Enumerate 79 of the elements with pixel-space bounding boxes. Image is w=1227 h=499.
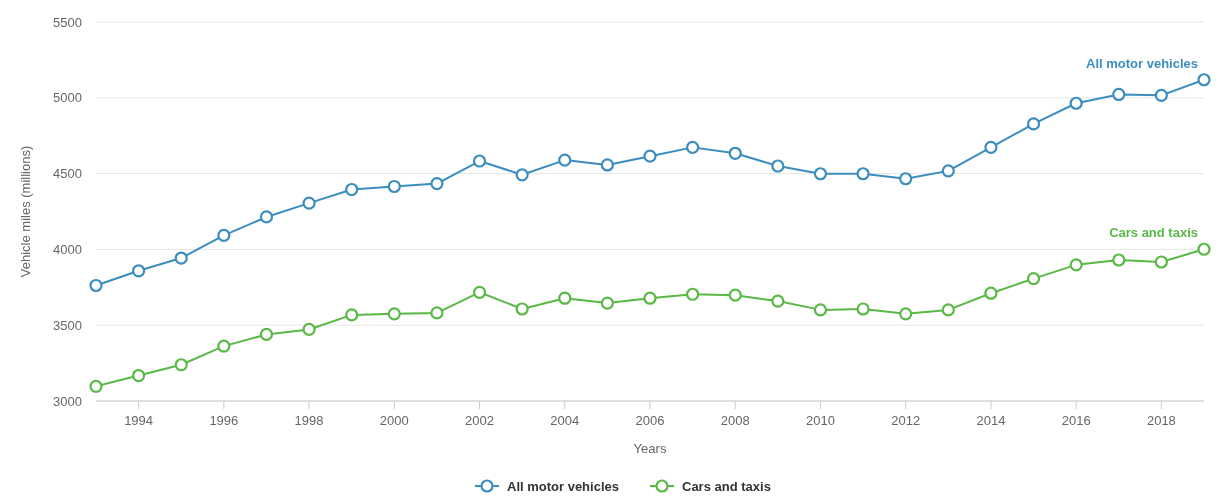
y-tick-label: 3000 [53, 393, 82, 409]
point [1154, 88, 1168, 102]
point [387, 179, 401, 194]
x-tick-label: 1998 [294, 413, 324, 428]
point [899, 172, 913, 186]
point [686, 140, 700, 154]
y-tick-label: 4000 [53, 241, 82, 257]
point [89, 379, 103, 393]
point [1069, 258, 1083, 272]
point [132, 368, 146, 383]
y-axis-title: Vehicle miles (millions) [18, 145, 33, 278]
x-tick-label: 2010 [806, 413, 835, 428]
point [984, 140, 998, 154]
point [430, 177, 444, 191]
point [1069, 96, 1083, 110]
x-tick-label: 2008 [720, 413, 750, 428]
point [515, 168, 529, 182]
point [600, 296, 614, 310]
point [813, 303, 828, 317]
point [899, 307, 913, 321]
point [472, 285, 487, 299]
point [558, 291, 572, 305]
point [941, 303, 955, 317]
x-axis-title: Years [633, 441, 667, 456]
point [728, 146, 742, 160]
point [1154, 255, 1168, 269]
legend-label: All motor vehicles [507, 478, 619, 494]
point [1026, 117, 1041, 131]
point [643, 291, 657, 305]
point [643, 149, 657, 163]
point [856, 167, 870, 181]
x-tick-label: 2006 [635, 413, 665, 428]
point [771, 294, 785, 308]
point [387, 307, 401, 321]
point [1197, 73, 1211, 87]
point [132, 264, 146, 278]
point [686, 287, 700, 301]
point [771, 159, 785, 173]
point [941, 164, 955, 178]
x-tick-label: 2012 [891, 413, 921, 428]
legend-label: Cars and taxis [682, 478, 771, 494]
point [1026, 272, 1041, 286]
text: Cars and taxis [1109, 225, 1198, 241]
point [217, 339, 231, 353]
point [558, 153, 572, 167]
y-tick-label: 5000 [53, 90, 82, 106]
point [515, 302, 529, 316]
point [1197, 242, 1211, 256]
y-tick-label: 4500 [53, 166, 82, 182]
point [174, 358, 188, 372]
point [1112, 87, 1126, 102]
point [728, 288, 742, 302]
x-tick-label: 1994 [124, 413, 154, 428]
text: All motor vehicles [1086, 55, 1198, 71]
point [345, 182, 359, 197]
x-tick-label: 1996 [209, 413, 239, 428]
point [984, 286, 998, 300]
point [302, 196, 316, 210]
x-tick-label: 2016 [1061, 413, 1091, 428]
point [259, 210, 274, 224]
point [89, 278, 103, 293]
point [302, 322, 316, 337]
x-tick-label: 2004 [550, 413, 580, 428]
point [217, 228, 231, 243]
point [345, 308, 359, 322]
x-tick-label: 2018 [1146, 413, 1176, 428]
point [430, 306, 444, 320]
point [856, 302, 870, 316]
y-tick-label: 5500 [53, 14, 82, 30]
x-tick-label: 2000 [379, 413, 409, 428]
point [813, 167, 828, 181]
x-tick-label: 2014 [976, 413, 1006, 428]
point [600, 158, 614, 172]
point [472, 154, 487, 168]
y-tick-label: 3500 [53, 317, 82, 333]
x-tick-label: 2002 [465, 413, 494, 428]
point [174, 251, 188, 265]
point [259, 327, 274, 342]
point [1112, 253, 1126, 267]
